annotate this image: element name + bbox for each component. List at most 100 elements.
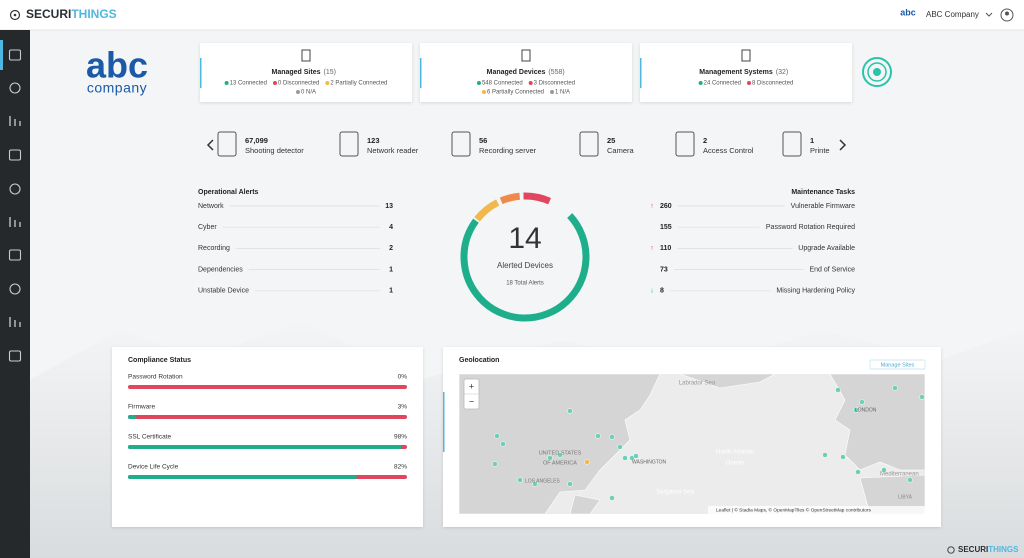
alert-label: Unstable Device [198, 288, 249, 295]
nav-icon[interactable] [8, 350, 22, 362]
company-dropdown[interactable] [985, 12, 993, 17]
site-marker[interactable] [855, 469, 861, 475]
status-text: 24 Connected [704, 81, 741, 87]
map-label: North Atlantic [716, 449, 755, 456]
device-count: 123 [367, 136, 380, 145]
map-label: Mediterranean [880, 472, 919, 478]
device-label: Recording server [479, 146, 537, 155]
alert-value: 4 [389, 224, 393, 231]
compliance-value: 82% [394, 464, 407, 471]
site-marker[interactable] [835, 387, 841, 393]
nav-icon[interactable] [8, 149, 22, 161]
map-label: LONDON [855, 407, 877, 413]
task-label: Upgrade Available [798, 245, 855, 252]
site-marker[interactable] [853, 407, 859, 413]
brand-icon-dot [13, 13, 17, 17]
status-row: 548 Connected 3 Disconnected [476, 81, 575, 87]
alert-label: Dependencies [198, 266, 243, 273]
card-title: Compliance Status [128, 357, 191, 364]
site-marker[interactable] [840, 454, 846, 460]
map-label: OF AMERICA [543, 460, 577, 466]
card-icon [521, 49, 531, 62]
carousel-next[interactable] [839, 139, 847, 151]
site-marker[interactable] [881, 467, 887, 473]
nav-icon[interactable] [9, 183, 21, 195]
task-value: 110 [660, 245, 671, 252]
compliance-bar [128, 475, 357, 479]
compliance-value: 0% [398, 374, 408, 381]
site-marker[interactable] [532, 481, 538, 487]
alert-label: Network [198, 203, 224, 210]
compliance-card [112, 347, 423, 527]
alerted-count: 14 [508, 222, 541, 255]
site-marker[interactable] [609, 434, 615, 440]
site-marker[interactable] [617, 444, 623, 450]
site-marker[interactable] [595, 433, 601, 439]
card-icon [741, 49, 751, 62]
nav-icon[interactable] [9, 283, 21, 295]
nav-icon[interactable] [8, 249, 22, 261]
status-dot [747, 81, 752, 85]
zoom-button[interactable]: + [469, 381, 474, 391]
status-dot [698, 81, 703, 85]
site-marker[interactable] [919, 394, 925, 400]
site-marker[interactable] [547, 455, 553, 461]
site-marker[interactable] [584, 459, 590, 465]
status-row: 13 Connected 0 Disconnected 2 Partially Co… [224, 81, 387, 87]
summary-card [200, 43, 412, 102]
site-marker[interactable] [892, 385, 898, 391]
map-attribution-bg [708, 506, 925, 514]
card-title: Managed Sites [271, 69, 320, 76]
site-marker[interactable] [557, 452, 563, 458]
status-text: 1 N/A [555, 90, 570, 96]
site-marker[interactable] [567, 481, 573, 487]
site-marker[interactable] [492, 461, 498, 467]
site-marker[interactable] [500, 441, 506, 447]
content: SECURI THINGS abc ABC CompanyabccompanyMana… [8, 7, 1019, 554]
map-land [679, 374, 776, 389]
carousel-prev[interactable] [206, 139, 214, 151]
status-text: 8 Disconnected [752, 81, 793, 87]
site-marker[interactable] [633, 453, 639, 459]
task-label: Password Rotation Required [766, 224, 855, 231]
trend-arrow: ↑ [650, 245, 654, 252]
map-label: LIBYA [898, 494, 912, 500]
site-marker[interactable] [567, 408, 573, 414]
company-name: ABC Company [926, 10, 979, 19]
status-dot [224, 81, 229, 85]
nav-icon[interactable] [9, 116, 21, 126]
device-count: 1 [810, 136, 814, 145]
company-logo-small: abc [900, 7, 916, 17]
manage-sites-button[interactable] [869, 359, 926, 370]
site-marker[interactable] [494, 433, 500, 439]
status-text: 3 Disconnected [534, 81, 575, 87]
summary-card [420, 43, 632, 102]
footer-brand: THINGS [988, 545, 1019, 554]
device-count: 67,099 [245, 136, 268, 145]
zoom-button[interactable]: − [469, 396, 474, 406]
card-title: Geolocation [459, 357, 499, 364]
nav-icon[interactable] [9, 217, 21, 227]
compliance-bar-rest [128, 385, 407, 389]
status-dot [528, 81, 533, 85]
site-marker[interactable] [609, 495, 615, 501]
summary-card [640, 43, 852, 102]
device-count: 56 [479, 136, 487, 145]
device-label: Access Control [703, 146, 754, 155]
task-label: End of Service [809, 266, 855, 273]
map-label: WASHINGTON [632, 459, 667, 465]
device-count: 2 [703, 136, 707, 145]
nav-icon[interactable] [9, 317, 21, 327]
nav-icon[interactable] [8, 49, 22, 61]
site-marker[interactable] [907, 477, 913, 483]
site-marker[interactable] [859, 399, 865, 405]
site-marker[interactable] [622, 455, 628, 461]
alerts-total: 18 Total Alerts [506, 281, 544, 287]
device-icon [217, 131, 237, 157]
user-avatar[interactable] [1000, 8, 1014, 22]
site-marker[interactable] [822, 452, 828, 458]
site-marker[interactable] [517, 477, 523, 483]
device-count: 25 [607, 136, 615, 145]
nav-icon[interactable] [9, 82, 21, 94]
map-label: Labrador Sea [679, 381, 716, 387]
